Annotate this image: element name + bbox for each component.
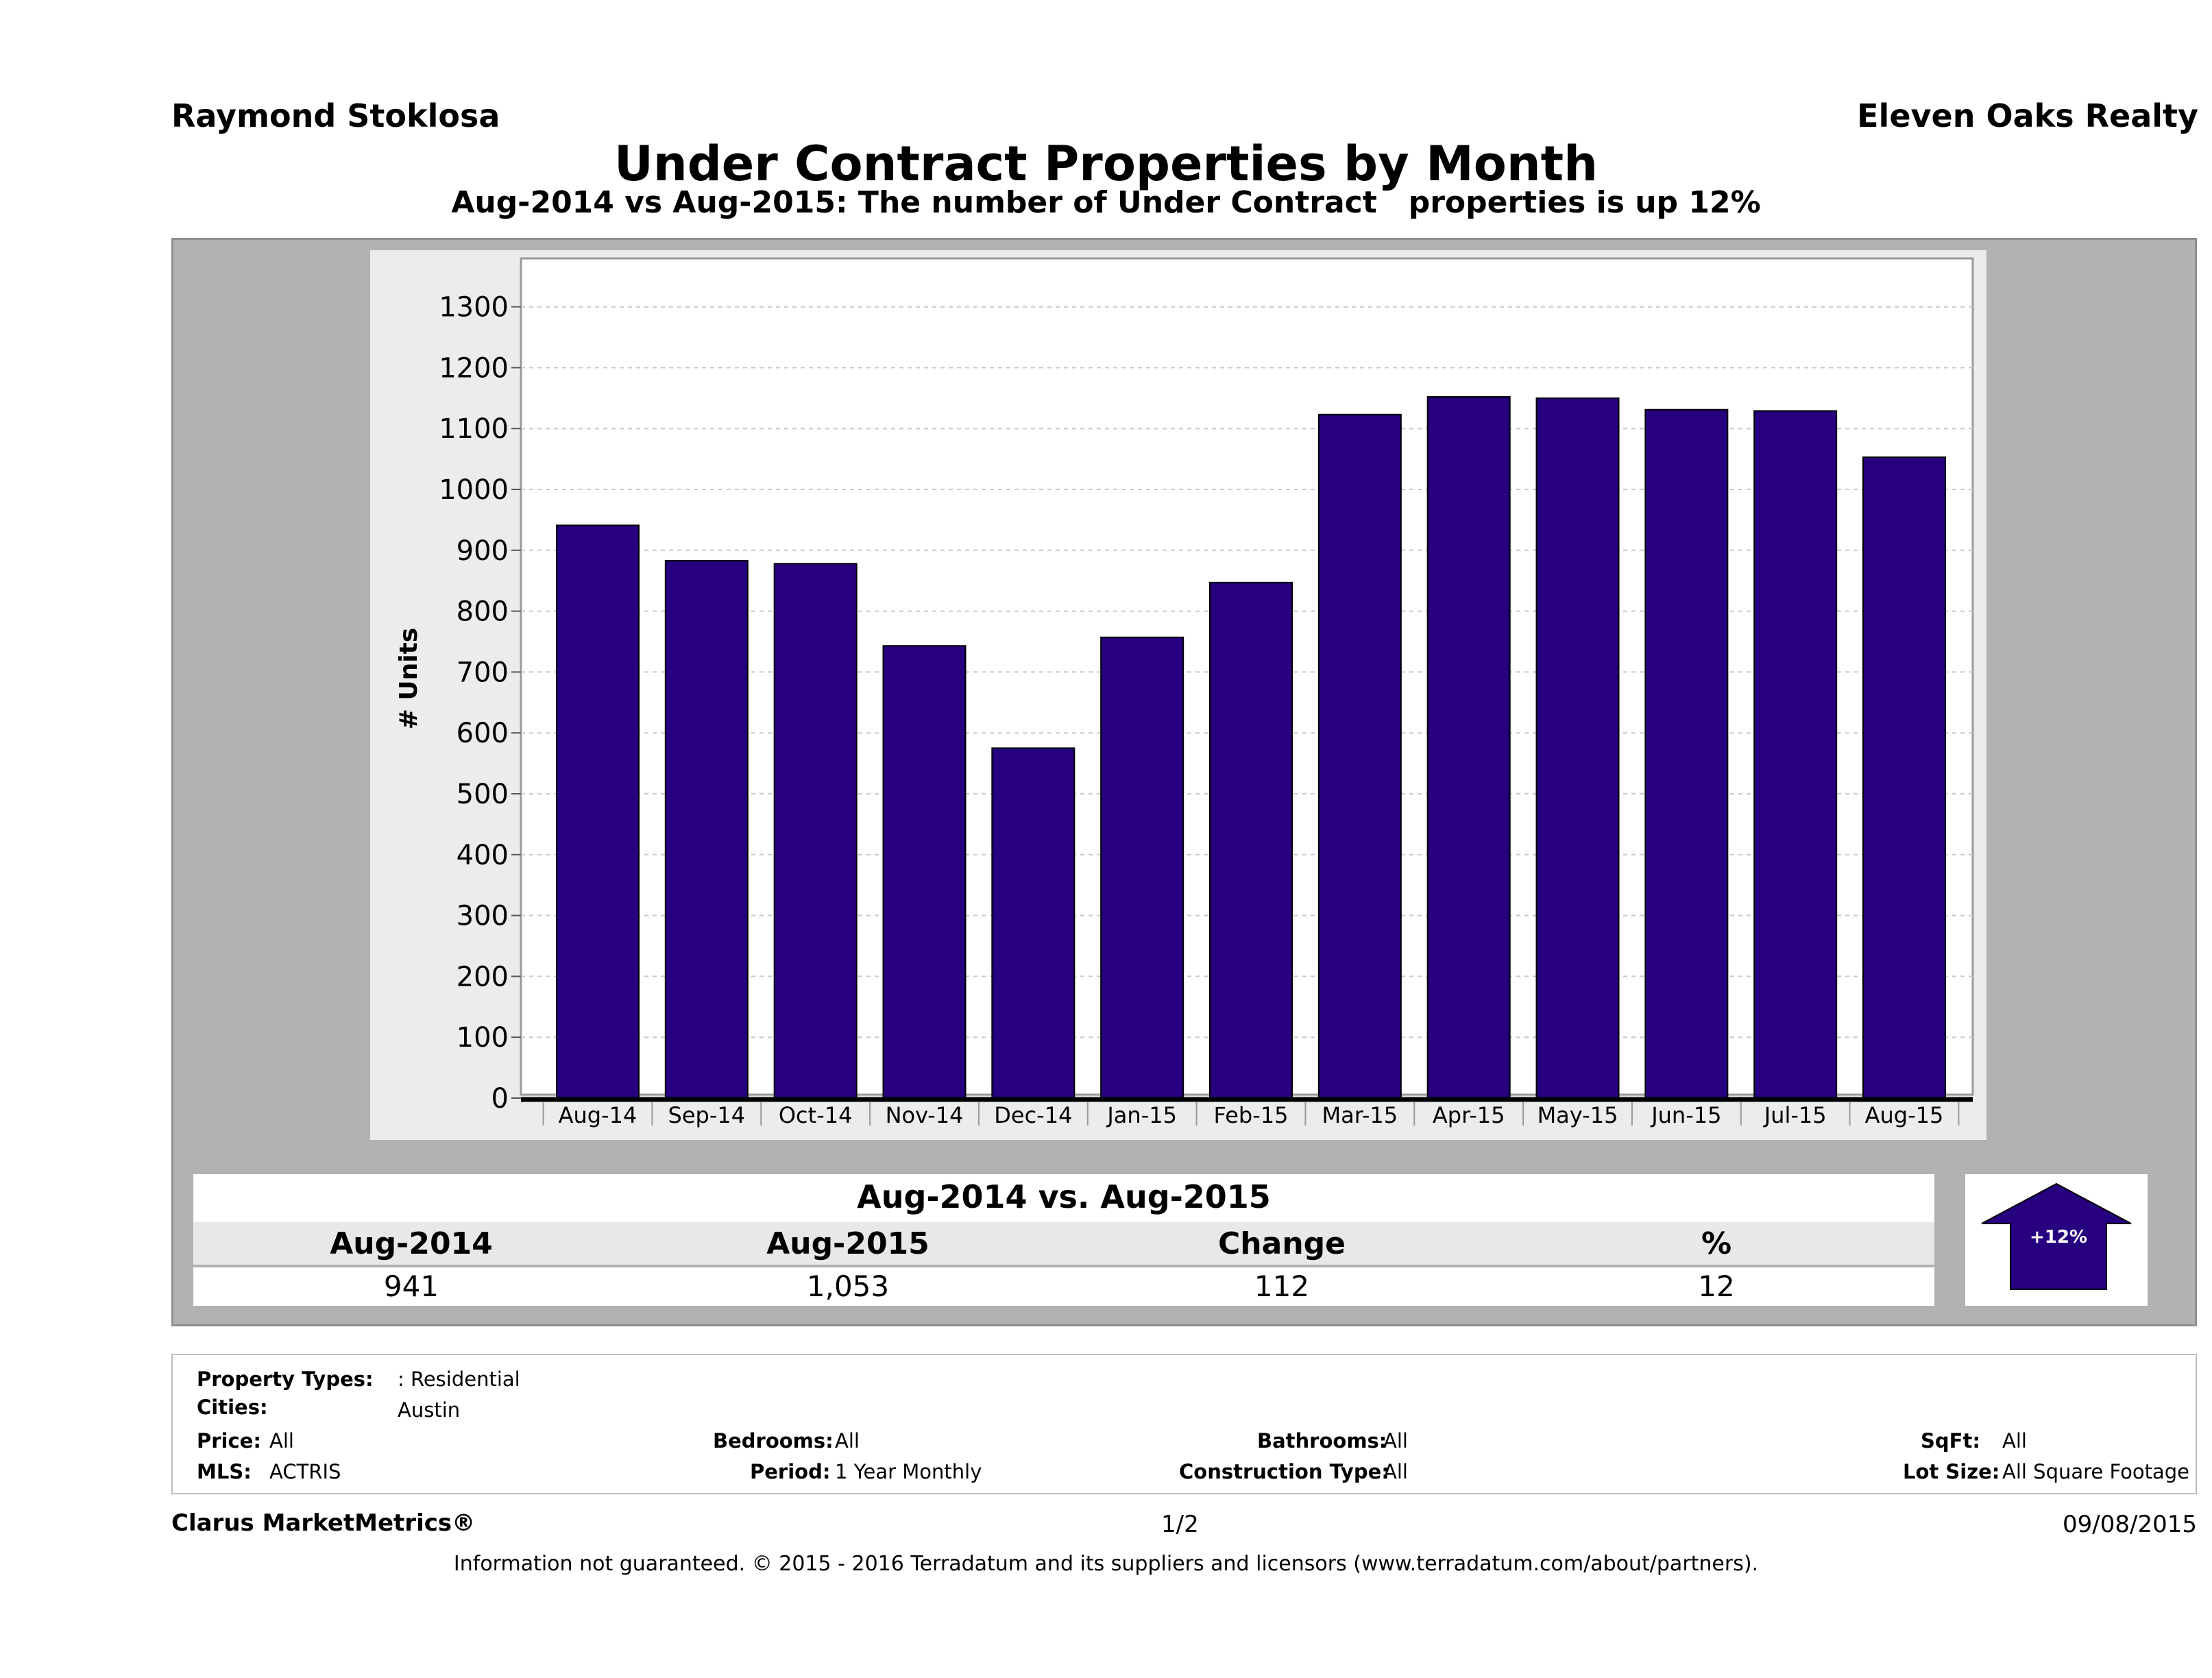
report-subtitle: Aug-2014 vs Aug-2015: The number of Unde…: [451, 185, 1761, 220]
mls-value: ACTRIS: [269, 1460, 341, 1483]
comparison-value-band: [193, 1267, 1934, 1306]
x-tick-label: Jun-15: [1650, 1102, 1721, 1128]
bar: [882, 645, 967, 1099]
price-label: Price:: [197, 1429, 261, 1452]
report-title: Under Contract Properties by Month: [614, 136, 1598, 192]
header-aug-2015: Aug-2015: [766, 1226, 929, 1261]
x-tick-label: Mar-15: [1322, 1102, 1398, 1128]
bar: [1100, 636, 1184, 1099]
y-tick-label: 500: [457, 779, 509, 810]
bar: [1535, 397, 1620, 1099]
x-tick-label: Apr-15: [1433, 1102, 1505, 1128]
price-value: All: [269, 1429, 294, 1452]
page-number: 1/2: [1161, 1511, 1199, 1538]
bathrooms-label: Bathrooms:: [1257, 1429, 1387, 1452]
construction-type-label: Construction Type:: [1179, 1460, 1389, 1483]
value-aug-2014: 941: [383, 1269, 439, 1303]
y-tick-label: 600: [457, 718, 509, 749]
bar: [1426, 396, 1511, 1099]
bedrooms-label: Bedrooms:: [713, 1429, 834, 1452]
lot-size-label: Lot Size:: [1903, 1460, 2000, 1483]
header-percent: %: [1701, 1226, 1732, 1261]
value-change: 112: [1254, 1269, 1310, 1303]
x-tick-label: Aug-15: [1865, 1102, 1944, 1128]
bar: [1209, 581, 1293, 1099]
x-tick-label: Nov-14: [886, 1102, 964, 1128]
y-tick-label: 200: [457, 961, 509, 993]
y-tick-label: 1200: [439, 352, 509, 384]
y-axis-label: # Units: [395, 628, 423, 730]
x-tick-label: Dec-14: [994, 1102, 1072, 1128]
bathrooms-value: All: [1383, 1429, 1408, 1452]
x-tick-label: Jan-15: [1106, 1102, 1177, 1128]
report-date: 09/08/2015: [2063, 1511, 2197, 1538]
sqft-label: SqFt:: [1921, 1429, 1980, 1452]
bar: [1644, 409, 1729, 1099]
y-tick-label: 300: [457, 901, 509, 932]
footer-brand: Clarus MarketMetrics®: [171, 1509, 476, 1537]
y-tick-label: 1000: [439, 474, 509, 506]
y-tick-label: 100: [457, 1022, 509, 1054]
value-percent: 12: [1698, 1269, 1735, 1303]
construction-type-value: All: [1383, 1460, 1408, 1483]
y-tick-label: 400: [457, 840, 509, 871]
property-types-label: Property Types:: [197, 1367, 374, 1391]
y-tick-label: 900: [457, 535, 509, 567]
cities-value: Austin: [398, 1398, 461, 1422]
value-aug-2015: 1,053: [806, 1269, 890, 1303]
bar: [664, 559, 749, 1099]
filter-panel: [171, 1354, 2197, 1494]
x-tick-label: Oct-14: [779, 1102, 853, 1128]
cities-label: Cities:: [197, 1396, 268, 1419]
x-tick-label: May-15: [1538, 1102, 1618, 1128]
header-aug-2014: Aug-2014: [330, 1226, 493, 1261]
x-tick-label: Sep-14: [668, 1102, 746, 1128]
comparison-header-band: [193, 1222, 1934, 1265]
up-arrow-icon: +12%: [1981, 1182, 2132, 1290]
company-name: Eleven Oaks Realty: [1857, 97, 2198, 134]
bar: [773, 563, 858, 1099]
x-tick-label: Aug-14: [559, 1102, 637, 1128]
lot-size-value: All Square Footage: [2002, 1460, 2190, 1483]
bar-chart: 0 100 200 300 400 500 600 700 800 900 1000 1100 1200…: [395, 257, 1974, 1128]
x-tick-label: Feb-15: [1214, 1102, 1289, 1128]
bar: [991, 747, 1075, 1099]
bar: [1317, 413, 1402, 1099]
x-tick-label: Jul-15: [1763, 1102, 1827, 1128]
period-label: Period:: [750, 1460, 831, 1483]
bar: [556, 524, 640, 1099]
bedrooms-value: All: [835, 1429, 860, 1452]
bar: [1753, 410, 1838, 1099]
y-tick-label: 700: [457, 657, 509, 688]
comparison-title-band: [193, 1174, 1934, 1222]
agent-name: Raymond Stoklosa: [171, 97, 500, 134]
bar: [1862, 456, 1946, 1099]
y-tick-label: 1100: [439, 413, 509, 445]
y-tick-label: 1300: [439, 292, 509, 324]
disclaimer: Information not guaranteed. © 2015 - 201…: [453, 1552, 1759, 1576]
property-types-value: : Residential: [398, 1367, 520, 1391]
header-change: Change: [1218, 1226, 1346, 1261]
comparison-title: Aug-2014 vs. Aug-2015: [857, 1178, 1271, 1215]
y-tick-label: 800: [457, 596, 509, 628]
mls-label: MLS:: [197, 1460, 252, 1483]
period-value: 1 Year Monthly: [835, 1460, 982, 1483]
trend-badge-label: +12%: [2030, 1227, 2087, 1248]
sqft-value: All: [2002, 1429, 2027, 1452]
y-tick-label: 0: [491, 1083, 509, 1115]
